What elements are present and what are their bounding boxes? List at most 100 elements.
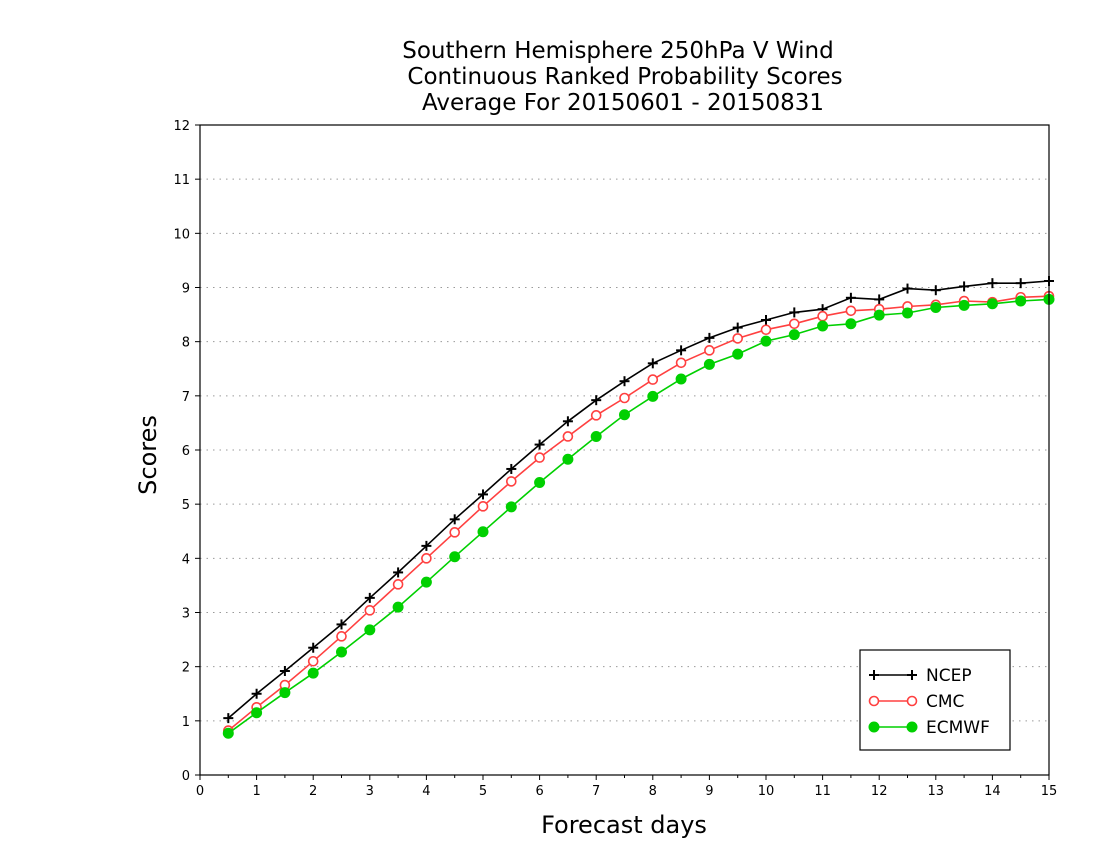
legend-label-ecmwf: ECMWF <box>926 718 990 738</box>
data-point-ecmwf <box>279 687 291 699</box>
data-point-cmc <box>817 310 828 322</box>
data-point-ncep <box>732 322 743 333</box>
y-axis-title: Scores <box>134 415 162 495</box>
data-point-cmc <box>647 374 659 385</box>
legend-marker-ecmwf <box>906 721 918 733</box>
data-point-ncep <box>591 395 602 406</box>
data-point-cmc <box>534 452 545 463</box>
data-point-cmc <box>675 357 687 369</box>
data-point-ecmwf <box>222 727 234 739</box>
title-line-1: Southern Hemisphere 250hPa V Wind <box>402 38 833 64</box>
data-point-ecmwf <box>788 329 800 341</box>
data-point-ecmwf <box>986 298 998 310</box>
series-lines <box>222 276 1055 739</box>
data-point-ncep <box>789 307 800 318</box>
x-tick-label-8: 8 <box>649 784 657 799</box>
data-point-ncep <box>478 489 488 500</box>
data-point-ecmwf <box>675 373 687 385</box>
x-tick-label-2: 2 <box>309 784 317 799</box>
legend-marker-cmc <box>906 695 918 707</box>
x-tick-label-0: 0 <box>196 784 204 799</box>
data-point-ecmwf <box>845 318 857 330</box>
x-tick-label-6: 6 <box>535 784 543 799</box>
data-point-cmc <box>477 501 489 512</box>
y-tick-label-5: 5 <box>182 498 190 513</box>
data-point-cmc <box>788 318 800 330</box>
x-tick-label-7: 7 <box>592 784 600 799</box>
y-tick-label-9: 9 <box>182 282 190 297</box>
data-point-cmc <box>732 333 744 344</box>
axis-ticks <box>195 124 1050 780</box>
data-point-ecmwf <box>505 501 517 513</box>
y-tick-label-7: 7 <box>182 390 190 405</box>
data-point-ecmwf <box>449 551 461 563</box>
data-point-ncep <box>676 345 687 356</box>
data-point-ncep <box>506 463 517 474</box>
data-point-ecmwf <box>534 477 546 488</box>
data-point-ecmwf <box>817 320 829 332</box>
data-point-ncep <box>1015 278 1026 289</box>
data-point-ncep <box>987 278 998 289</box>
data-point-ncep <box>251 688 262 699</box>
data-point-ncep <box>279 666 290 676</box>
legend-label-cmc: CMC <box>926 692 964 712</box>
data-point-ecmwf <box>619 409 630 421</box>
y-tick-label-0: 0 <box>182 769 190 784</box>
data-point-ncep <box>308 642 319 653</box>
x-axis-tick-labels: 0 1 2 3 4 5 6 7 8 9 10 11 12 13 14 15 <box>196 784 1057 799</box>
data-point-ecmwf <box>760 335 772 347</box>
legend: NCEP CMC ECMWF <box>859 649 1011 751</box>
y-tick-label-12: 12 <box>173 119 190 134</box>
data-point-ecmwf <box>958 299 970 311</box>
data-point-cmc <box>336 631 347 642</box>
data-point-ncep <box>902 283 913 294</box>
y-tick-label-8: 8 <box>182 336 190 351</box>
x-tick-label-10: 10 <box>758 784 775 799</box>
data-point-cmc <box>562 431 574 442</box>
data-point-ecmwf <box>732 348 744 360</box>
x-tick-label-5: 5 <box>479 784 487 799</box>
x-tick-label-1: 1 <box>252 784 260 799</box>
data-point-cmc <box>619 392 630 404</box>
legend-marker-ecmwf <box>868 721 880 733</box>
x-tick-label-3: 3 <box>366 784 374 799</box>
data-point-ecmwf <box>392 601 404 613</box>
data-point-ncep <box>647 358 658 369</box>
data-point-cmc <box>760 324 772 336</box>
data-point-ncep <box>421 540 432 551</box>
data-point-ncep <box>534 439 545 450</box>
y-tick-label-10: 10 <box>173 227 190 242</box>
data-point-ncep <box>930 285 941 296</box>
y-tick-label-11: 11 <box>173 173 190 188</box>
data-point-ncep <box>562 416 573 427</box>
x-tick-label-4: 4 <box>422 784 430 799</box>
data-point-ncep <box>845 292 856 303</box>
data-point-ncep <box>393 567 404 578</box>
legend-item-ecmwf: ECMWF <box>868 718 990 738</box>
x-tick-label-13: 13 <box>928 784 945 799</box>
data-point-ncep <box>619 376 630 387</box>
y-tick-label-1: 1 <box>182 715 190 730</box>
data-point-ecmwf <box>336 646 347 658</box>
legend-label-ncep: NCEP <box>926 666 972 686</box>
x-tick-label-12: 12 <box>871 784 888 799</box>
x-axis-title: Forecast days <box>541 811 707 839</box>
y-tick-label-2: 2 <box>182 661 190 676</box>
data-point-cmc <box>845 305 857 317</box>
x-tick-label-15: 15 <box>1041 784 1058 799</box>
legend-item-cmc: CMC <box>868 692 964 712</box>
data-point-ecmwf <box>902 307 913 319</box>
data-point-cmc <box>392 579 404 590</box>
data-point-ecmwf <box>873 309 885 321</box>
title-line-2: Continuous Ranked Probability Scores <box>407 64 842 90</box>
x-tick-label-14: 14 <box>984 784 1001 799</box>
gridlines <box>200 124 1049 722</box>
data-point-ecmwf <box>1015 295 1027 307</box>
data-point-ecmwf <box>477 526 489 538</box>
data-point-ncep <box>364 592 375 603</box>
y-tick-label-3: 3 <box>182 607 190 622</box>
data-point-cmc <box>505 476 517 487</box>
x-tick-label-11: 11 <box>814 784 831 799</box>
